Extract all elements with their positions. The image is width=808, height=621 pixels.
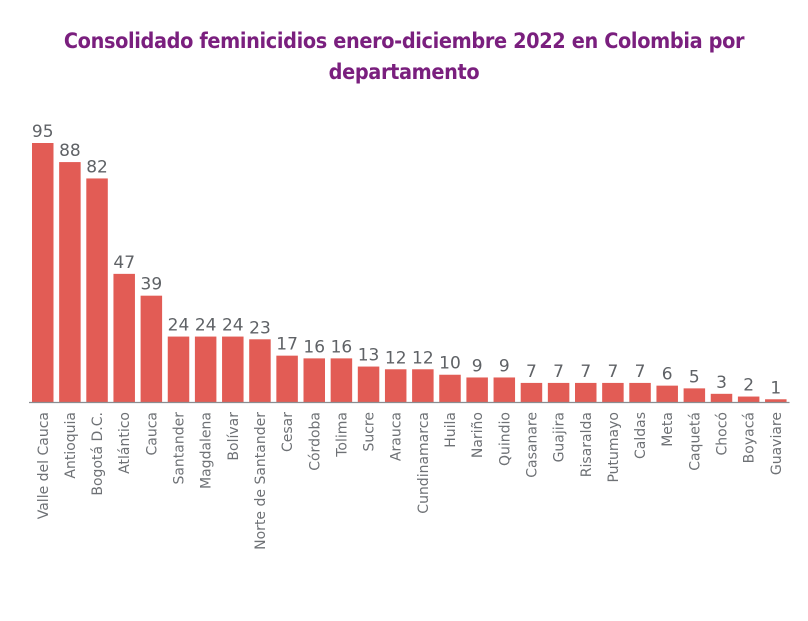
- data-label-13: 12: [385, 348, 407, 368]
- x-tick-label-18: Casanare: [524, 412, 540, 478]
- data-label-6: 24: [195, 316, 217, 336]
- bar-6: [194, 336, 217, 402]
- bar-8: [249, 339, 271, 402]
- bar-0: [32, 143, 54, 402]
- data-label-14: 12: [412, 348, 434, 368]
- data-label-8: 23: [249, 318, 271, 338]
- x-tick-label-14: Cundinamarca: [416, 412, 432, 514]
- bar-10: [303, 358, 325, 402]
- data-label-18: 7: [526, 362, 537, 382]
- x-tick-label-6: Magdalena: [199, 412, 215, 489]
- bar-5: [167, 336, 190, 402]
- x-tick-label-8: Norte de Santander: [253, 412, 269, 550]
- bar-1: [59, 162, 81, 402]
- x-tick-label-7: Bolívar: [226, 412, 242, 461]
- bar-25: [710, 393, 733, 402]
- data-label-16: 9: [472, 356, 483, 376]
- x-tick-label-3: Atlántico: [117, 412, 133, 474]
- x-tick-label-12: Sucre: [362, 412, 378, 452]
- x-tick-label-23: Meta: [660, 412, 676, 447]
- data-label-23: 6: [662, 365, 673, 385]
- bar-20: [575, 382, 597, 402]
- bar-26: [737, 396, 760, 402]
- x-tick-label-15: Huila: [443, 412, 459, 448]
- data-label-7: 24: [222, 316, 244, 336]
- x-tick-label-4: Cauca: [144, 412, 160, 456]
- bar-18: [520, 382, 543, 402]
- chart-title-line-1: Consolidado feminicidios enero-diciembre…: [63, 29, 745, 53]
- bar-12: [357, 366, 380, 402]
- x-tick-label-19: Guajira: [552, 412, 568, 462]
- bar-17: [493, 377, 516, 402]
- data-label-4: 39: [141, 275, 163, 295]
- data-label-12: 13: [358, 346, 380, 366]
- bar-24: [683, 388, 706, 402]
- data-label-9: 17: [276, 335, 298, 355]
- x-tick-label-13: Arauca: [389, 412, 405, 461]
- data-label-21: 7: [607, 362, 618, 382]
- x-tick-label-22: Caldas: [633, 412, 649, 459]
- x-tick-label-20: Risaralda: [579, 412, 595, 477]
- bar-15: [439, 374, 461, 402]
- x-tick-label-0: Valle del Cauca: [36, 412, 52, 519]
- x-tick-label-2: Bogotá D.C.: [90, 412, 106, 496]
- data-label-20: 7: [580, 362, 591, 382]
- x-tick-label-21: Putumayo: [606, 412, 622, 483]
- x-tick-label-16: Nariño: [470, 412, 486, 458]
- data-label-2: 82: [86, 157, 108, 177]
- x-tick-label-17: Quindio: [497, 412, 513, 466]
- bar-19: [547, 382, 570, 402]
- chart-title-line-2: departamento: [328, 60, 480, 84]
- data-label-26: 2: [743, 376, 754, 396]
- bar-9: [276, 355, 298, 402]
- x-tick-label-5: Santander: [172, 412, 188, 485]
- data-label-19: 7: [553, 362, 564, 382]
- bar-14: [412, 369, 434, 402]
- x-tick-label-26: Boyacá: [742, 412, 758, 463]
- x-tick-label-27: Guaviare: [769, 412, 785, 475]
- data-label-22: 7: [635, 362, 646, 382]
- x-tick-label-9: Cesar: [280, 412, 296, 452]
- data-label-1: 88: [59, 141, 81, 161]
- data-label-15: 10: [439, 354, 461, 374]
- data-label-25: 3: [716, 373, 727, 393]
- bar-21: [602, 382, 624, 402]
- x-tick-label-25: Chocó: [715, 412, 731, 455]
- bar-2: [86, 178, 108, 402]
- bar-7: [222, 336, 244, 402]
- data-label-5: 24: [168, 316, 190, 336]
- bar-16: [466, 377, 488, 402]
- x-tick-label-24: Caquetá: [687, 412, 703, 471]
- data-label-10: 16: [303, 337, 325, 357]
- chart-title: Consolidado feminicidios enero-diciembre…: [32, 26, 775, 88]
- data-label-0: 95: [32, 122, 54, 142]
- x-tick-label-1: Antioquia: [63, 412, 79, 479]
- bar-22: [629, 382, 651, 402]
- data-label-11: 16: [331, 337, 353, 357]
- bar-11: [330, 358, 353, 402]
- data-label-27: 1: [770, 378, 781, 398]
- bar-3: [113, 273, 135, 402]
- data-label-17: 9: [499, 356, 510, 376]
- bar-4: [140, 295, 163, 402]
- data-label-3: 47: [113, 253, 135, 273]
- bar-23: [656, 385, 678, 402]
- x-tick-label-10: Córdoba: [307, 412, 323, 471]
- data-label-24: 5: [689, 367, 700, 387]
- x-tick-label-11: Tolima: [334, 412, 350, 458]
- bar-13: [384, 369, 407, 402]
- bar-27: [765, 399, 787, 402]
